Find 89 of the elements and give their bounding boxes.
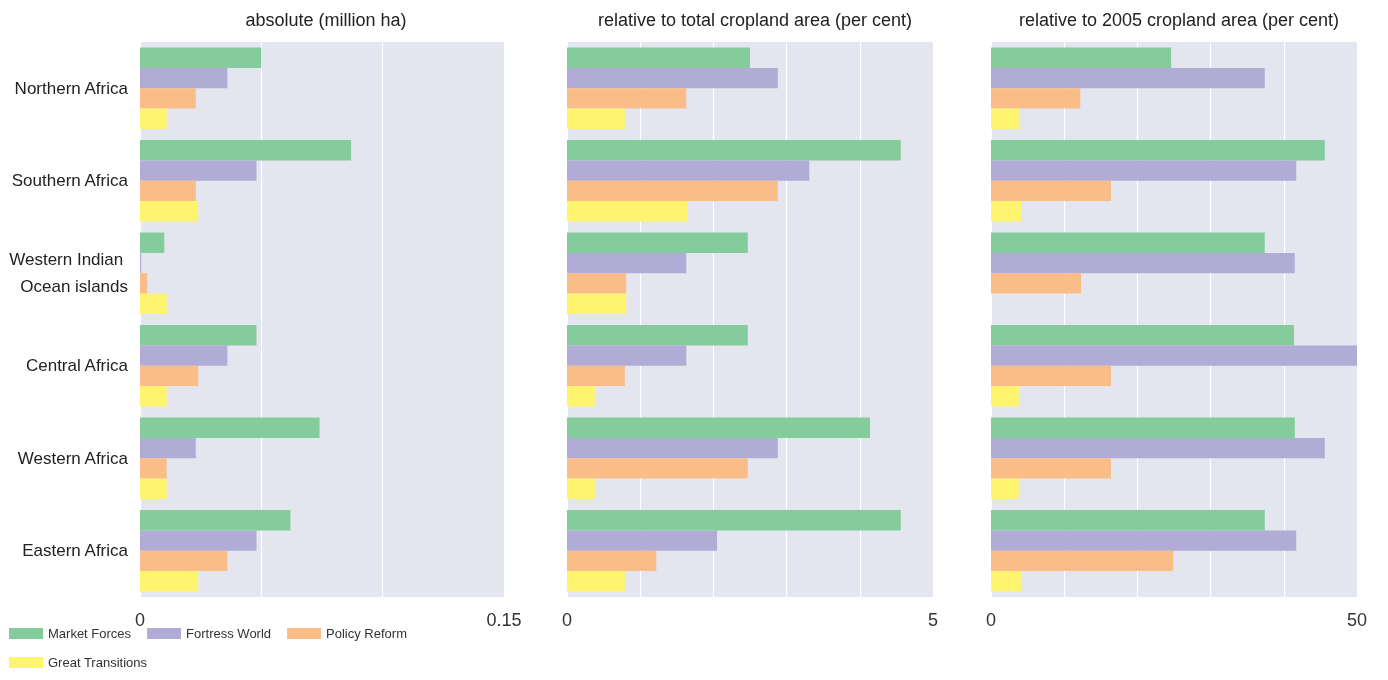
bar: [991, 437, 1325, 459]
bar: [567, 232, 748, 253]
bar: [991, 571, 1022, 592]
legend-label: Fortress World: [186, 626, 272, 641]
bar: [140, 550, 228, 572]
bar: [140, 201, 199, 222]
bar: [991, 345, 1357, 366]
chart-title: relative to 2005 cropland area (per cent): [1018, 10, 1340, 30]
bar: [140, 571, 199, 592]
bar: [567, 325, 748, 346]
bar: [991, 108, 1019, 129]
bar: [140, 510, 291, 531]
x-tick-label: 0: [561, 610, 573, 630]
bar: [991, 365, 1112, 387]
x-tick-label: 0: [134, 610, 146, 630]
y-tick-label: Western Indian Ocean islands: [9, 250, 128, 297]
bar: [567, 88, 687, 109]
bar: [140, 345, 228, 366]
bar: [140, 386, 167, 407]
bar: [567, 47, 750, 68]
bar: [567, 437, 778, 459]
bar: [991, 180, 1112, 202]
bar: [991, 510, 1265, 531]
bar: [991, 88, 1081, 109]
bar: [991, 386, 1019, 407]
bar: [567, 417, 871, 438]
bar: [567, 571, 625, 592]
bar: [991, 417, 1295, 438]
bar: [567, 273, 627, 294]
x-tick-label: 0.15: [486, 610, 522, 630]
bar: [567, 252, 687, 274]
bar: [991, 140, 1325, 161]
bar: [140, 437, 196, 459]
bar: [991, 530, 1297, 551]
bar: [140, 180, 196, 202]
bar: [140, 108, 167, 129]
bar: [567, 160, 810, 181]
y-tick-label: Eastern Africa: [22, 541, 129, 561]
bar: [567, 293, 627, 314]
bar: [140, 530, 257, 551]
bar: [140, 478, 167, 499]
legend-label: Great Transitions: [48, 655, 148, 670]
bar: [567, 201, 688, 222]
bar: [140, 273, 148, 294]
y-tick-label: Central Africa: [25, 356, 129, 376]
bar: [567, 530, 718, 551]
bar: [567, 458, 748, 479]
x-tick-label: 0: [985, 610, 997, 630]
bar: [567, 67, 778, 89]
bar: [140, 232, 165, 253]
bar: [140, 293, 167, 314]
bar: [567, 108, 625, 129]
bar: [567, 140, 901, 161]
bar: [567, 345, 687, 366]
bar: [140, 47, 262, 68]
y-tick-label: Western Africa: [17, 448, 129, 468]
bar: [140, 140, 352, 161]
bar: [991, 201, 1022, 222]
bar: [991, 550, 1174, 572]
bar: [140, 67, 228, 89]
bar: [991, 160, 1297, 181]
chart-title: absolute (million ha): [245, 10, 407, 30]
bar: [991, 252, 1295, 274]
bar: [140, 325, 257, 346]
bar: [991, 458, 1112, 479]
legend-label: Market Forces: [48, 626, 132, 641]
bar: [140, 417, 320, 438]
bar: [991, 47, 1172, 68]
y-tick-label: Southern Africa: [11, 171, 129, 191]
bar: [140, 365, 199, 387]
legend-label: Policy Reform: [326, 626, 407, 641]
chart-title: relative to total cropland area (per cent): [597, 10, 913, 30]
bar: [567, 510, 901, 531]
bar: [567, 180, 778, 202]
bar: [140, 88, 196, 109]
bar: [567, 478, 595, 499]
bar: [991, 478, 1019, 499]
bar: [991, 232, 1265, 253]
y-tick-label: Northern Africa: [14, 78, 129, 98]
bar: [991, 67, 1265, 89]
bar: [991, 273, 1082, 294]
x-tick-label: 50: [1346, 610, 1368, 630]
x-tick-label: 5: [927, 610, 939, 630]
bar: [567, 550, 657, 572]
bar: [991, 325, 1295, 346]
bar: [140, 160, 257, 181]
bar: [567, 386, 595, 407]
bar: [140, 458, 167, 479]
bar: [567, 365, 625, 387]
